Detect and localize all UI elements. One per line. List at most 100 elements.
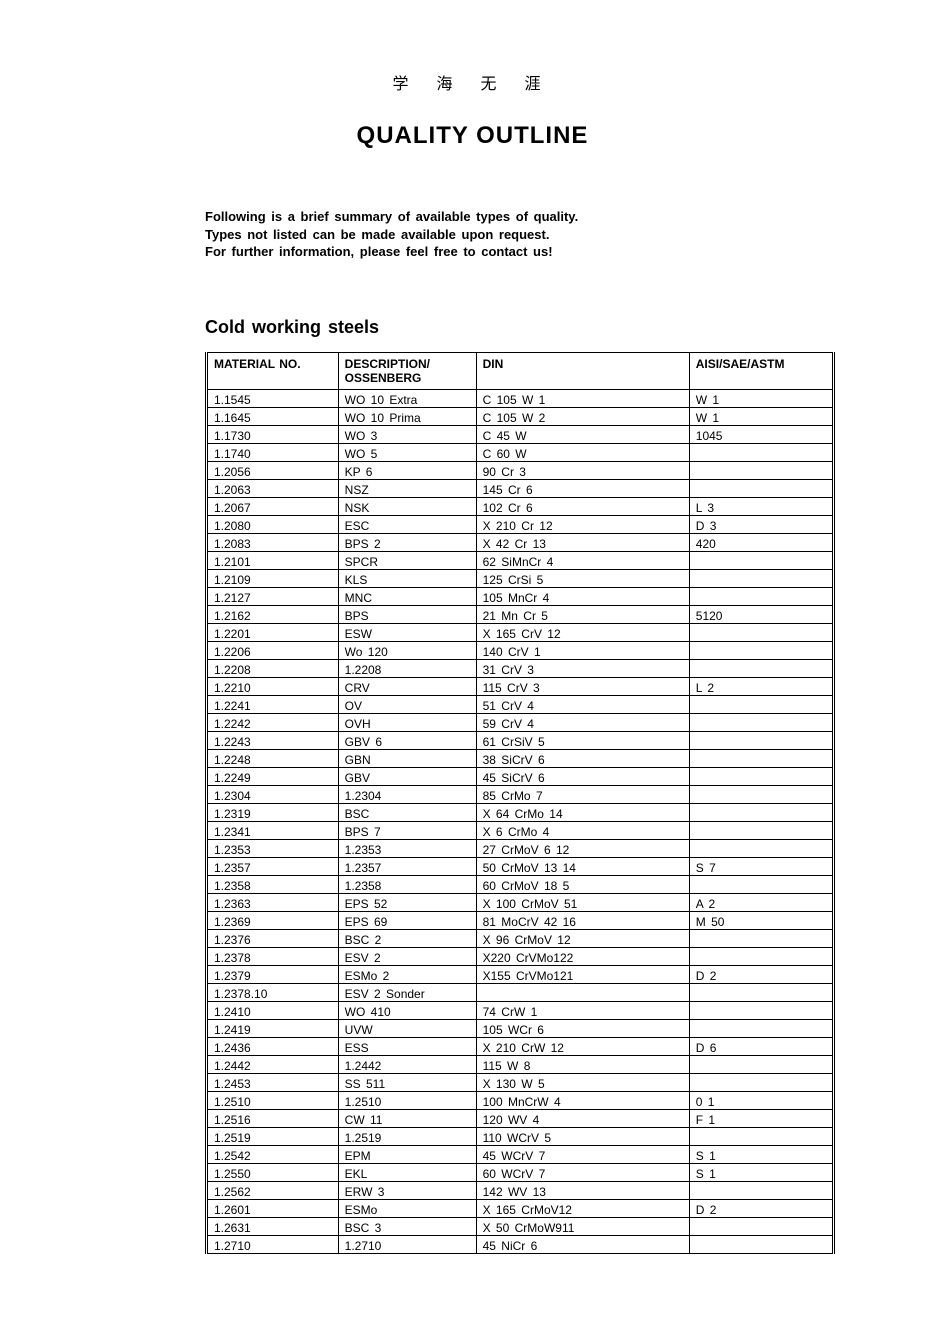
- table-cell: [689, 587, 833, 605]
- table-cell: BSC: [338, 803, 476, 821]
- table-cell: 420: [689, 533, 833, 551]
- table-cell: 5120: [689, 605, 833, 623]
- table-row: 1.2601ESMoX 165 CrMoV12D 2: [207, 1199, 834, 1217]
- table-cell: [689, 803, 833, 821]
- table-cell: 1.2419: [207, 1019, 339, 1037]
- table-cell: [689, 1073, 833, 1091]
- table-cell: [689, 443, 833, 461]
- table-cell: X 100 CrMoV 51: [476, 893, 689, 911]
- table-cell: X 165 CrMoV12: [476, 1199, 689, 1217]
- table-cell: 1.2304: [338, 785, 476, 803]
- table-cell: X 210 CrW 12: [476, 1037, 689, 1055]
- table-cell: 1.2562: [207, 1181, 339, 1199]
- table-cell: X 50 CrMoW911: [476, 1217, 689, 1235]
- table-cell: [689, 623, 833, 641]
- table-cell: OV: [338, 695, 476, 713]
- table-cell: 1.2550: [207, 1163, 339, 1181]
- table-cell: [689, 839, 833, 857]
- table-row: 1.2249GBV45 SiCrV 6: [207, 767, 834, 785]
- table-cell: 74 CrW 1: [476, 1001, 689, 1019]
- table-cell: [689, 1181, 833, 1199]
- table-row: 1.2319BSCX 64 CrMo 14: [207, 803, 834, 821]
- table-row: 1.23041.230485 CrMo 7: [207, 785, 834, 803]
- table-cell: WO 10 Extra: [338, 389, 476, 407]
- table-cell: 1.1730: [207, 425, 339, 443]
- table-cell: 1.1545: [207, 389, 339, 407]
- table-cell: 90 Cr 3: [476, 461, 689, 479]
- table-cell: 1.2519: [207, 1127, 339, 1145]
- intro-line-1: Following is a brief summary of availabl…: [205, 209, 578, 224]
- table-row: 1.2378.10ESV 2 Sonder: [207, 983, 834, 1001]
- table-cell: D 2: [689, 965, 833, 983]
- table-cell: UVW: [338, 1019, 476, 1037]
- table-row: 1.23581.235860 CrMoV 18 5: [207, 875, 834, 893]
- table-cell: [689, 641, 833, 659]
- col-description: DESCRIPTION/OSSENBERG: [338, 352, 476, 389]
- page-title: QUALITY OUTLINE: [0, 122, 945, 150]
- table-cell: F 1: [689, 1109, 833, 1127]
- table-row: 1.2248GBN38 SiCrV 6: [207, 749, 834, 767]
- table-cell: 120 WV 4: [476, 1109, 689, 1127]
- col-material-no: MATERIAL NO.: [207, 352, 339, 389]
- col-din: DIN: [476, 352, 689, 389]
- table-row: 1.2631BSC 3X 50 CrMoW911: [207, 1217, 834, 1235]
- table-cell: M 50: [689, 911, 833, 929]
- table-cell: 27 CrMoV 6 12: [476, 839, 689, 857]
- table-cell: [689, 749, 833, 767]
- table-cell: 1.2358: [338, 875, 476, 893]
- table-cell: ESV 2 Sonder: [338, 983, 476, 1001]
- table-cell: BPS 2: [338, 533, 476, 551]
- table-cell: [689, 713, 833, 731]
- table-cell: X155 CrVMo121: [476, 965, 689, 983]
- table-cell: [689, 1217, 833, 1235]
- table-cell: 1.2248: [207, 749, 339, 767]
- table-cell: 1.2453: [207, 1073, 339, 1091]
- table-cell: 1.2358: [207, 875, 339, 893]
- table-cell: 21 Mn Cr 5: [476, 605, 689, 623]
- table-cell: 81 MoCrV 42 16: [476, 911, 689, 929]
- table-cell: [689, 1235, 833, 1253]
- table-cell: GBV: [338, 767, 476, 785]
- table-cell: 1.2101: [207, 551, 339, 569]
- table-cell: [689, 569, 833, 587]
- table-cell: X 42 Cr 13: [476, 533, 689, 551]
- table-cell: 1.2210: [207, 677, 339, 695]
- table-cell: 142 WV 13: [476, 1181, 689, 1199]
- table-cell: 38 SiCrV 6: [476, 749, 689, 767]
- table-row: 1.2542EPM45 WCrV 7S 1: [207, 1145, 834, 1163]
- section-heading: Cold working steels: [205, 317, 835, 338]
- table-cell: 85 CrMo 7: [476, 785, 689, 803]
- table-cell: 1.2363: [207, 893, 339, 911]
- table-cell: 31 CrV 3: [476, 659, 689, 677]
- table-cell: WO 410: [338, 1001, 476, 1019]
- table-cell: 1.2056: [207, 461, 339, 479]
- table-cell: [689, 1127, 833, 1145]
- intro-text: Following is a brief summary of availabl…: [205, 208, 835, 261]
- table-row: 1.2083BPS 2X 42 Cr 13420: [207, 533, 834, 551]
- table-cell: 105 WCr 6: [476, 1019, 689, 1037]
- table-row: 1.2341BPS 7X 6 CrMo 4: [207, 821, 834, 839]
- table-row: 1.2379ESMo 2X155 CrVMo121D 2: [207, 965, 834, 983]
- table-cell: [689, 767, 833, 785]
- table-cell: MNC: [338, 587, 476, 605]
- table-cell: 1.2243: [207, 731, 339, 749]
- table-cell: S 1: [689, 1163, 833, 1181]
- table-cell: EPS 69: [338, 911, 476, 929]
- table-cell: ESMo: [338, 1199, 476, 1217]
- table-cell: 1.2357: [338, 857, 476, 875]
- table-cell: [689, 461, 833, 479]
- table-row: 1.2242OVH59 CrV 4: [207, 713, 834, 731]
- table-cell: D 2: [689, 1199, 833, 1217]
- table-cell: ESS: [338, 1037, 476, 1055]
- table-cell: 1.2436: [207, 1037, 339, 1055]
- table-row: 1.24421.2442115 W 8: [207, 1055, 834, 1073]
- table-cell: W 1: [689, 407, 833, 425]
- table-row: 1.2410WO 41074 CrW 1: [207, 1001, 834, 1019]
- table-row: 1.2206Wo 120140 CrV 1: [207, 641, 834, 659]
- table-row: 1.1730WO 3C 45 W1045: [207, 425, 834, 443]
- table-cell: X 165 CrV 12: [476, 623, 689, 641]
- table-cell: 1.2201: [207, 623, 339, 641]
- page-header: 学 海 无 涯: [0, 70, 945, 94]
- steels-table: MATERIAL NO. DESCRIPTION/OSSENBERG DIN A…: [205, 352, 835, 1254]
- table-cell: 1.2242: [207, 713, 339, 731]
